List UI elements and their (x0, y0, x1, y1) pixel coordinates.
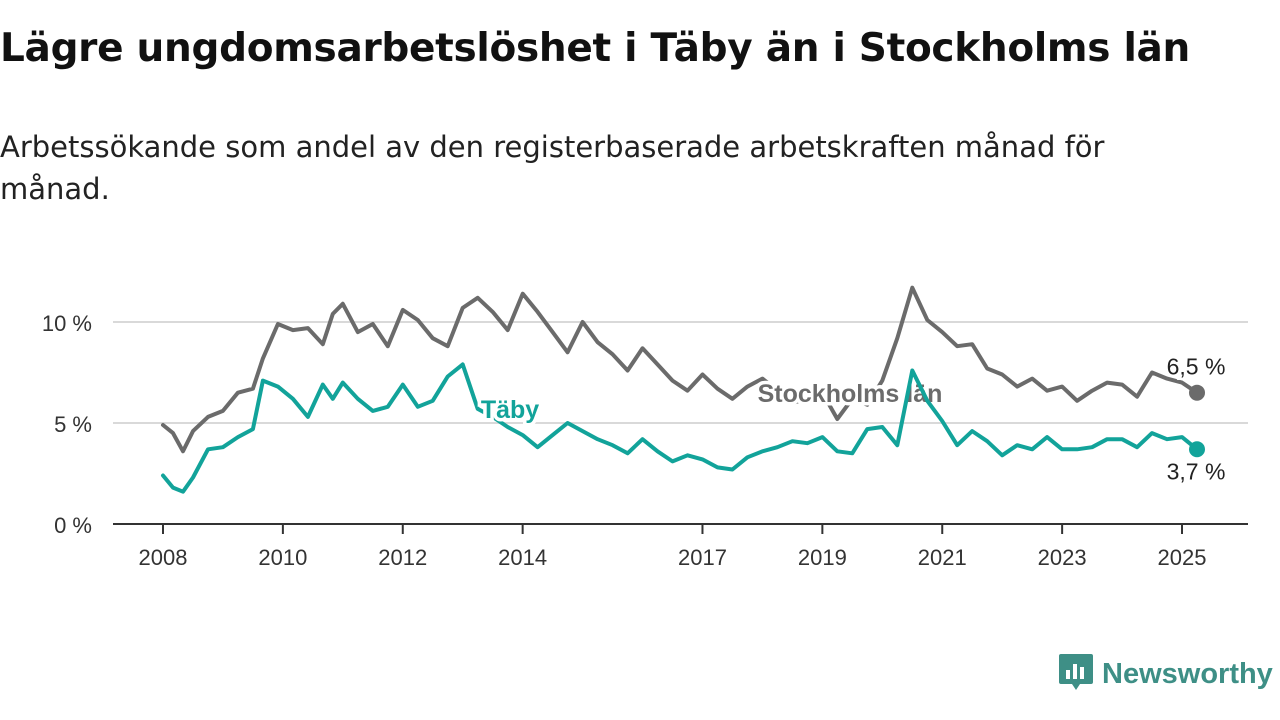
x-tick-label: 2012 (378, 545, 427, 570)
brand-name: Newsworthy (1102, 657, 1273, 690)
series-end-label: 3,7 % (1167, 458, 1226, 484)
y-tick-label: 10 % (42, 311, 92, 336)
x-tick-label: 2021 (918, 545, 967, 570)
y-tick-label: 0 % (54, 513, 92, 538)
series-label: Stockholms län (758, 380, 943, 408)
chart-subtitle: Arbetssökande som andel av den registerb… (0, 130, 1105, 206)
x-tick-label: 2017 (678, 545, 727, 570)
series-line-stockholms-lan (161, 285, 1199, 454)
x-tick-label: 2014 (498, 545, 547, 570)
x-tick-label: 2010 (258, 545, 307, 570)
newsworthy-logo-icon (1058, 652, 1094, 696)
series-end-point (1189, 441, 1205, 458)
brand-logo[interactable]: Newsworthy (1058, 652, 1273, 696)
chart-title: Lägre ungdomsarbetslöshet i Täby än i St… (0, 26, 1190, 71)
x-tick-label: 2019 (798, 545, 847, 570)
series-label: Täby (481, 396, 539, 424)
series-end-point (1189, 384, 1205, 401)
y-tick-label: 5 % (54, 412, 92, 437)
x-tick-label: 2025 (1158, 545, 1207, 570)
x-tick-label: 2008 (139, 545, 188, 570)
series-line-taby (161, 362, 1199, 494)
x-tick-label: 2023 (1038, 545, 1087, 570)
series-end-label: 6,5 % (1167, 354, 1226, 380)
